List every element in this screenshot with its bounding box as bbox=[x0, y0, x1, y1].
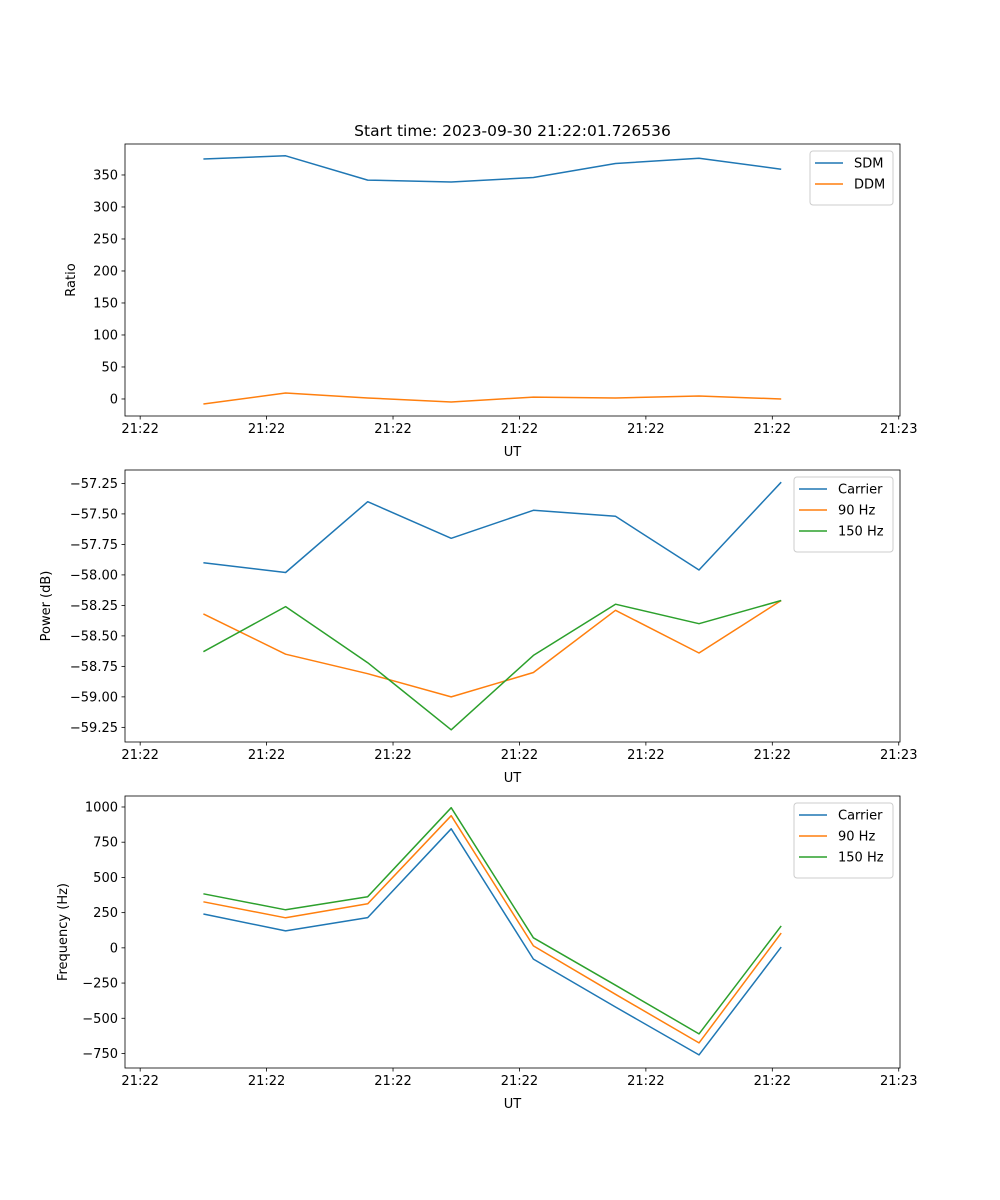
y-tick-label: 250 bbox=[93, 232, 118, 247]
y-tick-label: −750 bbox=[82, 1047, 118, 1062]
y-tick-label: 250 bbox=[93, 906, 118, 921]
x-tick-label: 21:23 bbox=[880, 1074, 917, 1089]
y-tick-label: −59.00 bbox=[70, 690, 118, 705]
series-line-ddm bbox=[203, 392, 782, 405]
x-tick-label: 21:22 bbox=[501, 1074, 538, 1089]
series-line-150-hz bbox=[203, 599, 782, 731]
x-axis-label: UT bbox=[504, 445, 522, 460]
y-tick-label: −58.25 bbox=[70, 599, 118, 614]
x-tick-label: 21:23 bbox=[880, 422, 917, 437]
legend-label: 90 Hz bbox=[838, 504, 875, 519]
x-tick-label: 21:22 bbox=[248, 748, 285, 763]
legend-box bbox=[809, 150, 894, 206]
y-tick-label: −57.75 bbox=[70, 538, 118, 553]
legend-label: 150 Hz bbox=[838, 851, 884, 866]
x-tick-label: 21:22 bbox=[754, 748, 791, 763]
y-tick-label: 500 bbox=[93, 871, 118, 886]
y-tick-label: −250 bbox=[82, 977, 118, 992]
series-line-150-hz bbox=[203, 806, 782, 1035]
y-tick-label: −59.25 bbox=[70, 721, 118, 736]
legend-label: SDM bbox=[854, 157, 883, 172]
y-axis-label: Power (dB) bbox=[39, 571, 54, 642]
subplot-2: 21:22 21:22 21:22 21:22 21:22 21:22 21:23 −59.2… bbox=[39, 469, 917, 786]
x-tick-label: 21:22 bbox=[374, 1074, 411, 1089]
y-tick-label: −58.00 bbox=[70, 568, 118, 583]
x-tick-label: 21:22 bbox=[121, 422, 158, 437]
y-tick-label: 750 bbox=[93, 836, 118, 851]
legend: Carrier 90 Hz 150 Hz bbox=[793, 802, 894, 879]
y-tick-label: 300 bbox=[93, 200, 118, 215]
x-tick-label: 21:22 bbox=[121, 748, 158, 763]
legend: SDM DDM bbox=[809, 150, 894, 206]
series-line-90-hz bbox=[203, 814, 782, 1044]
legend-label: 90 Hz bbox=[838, 830, 875, 845]
x-axis-label: UT bbox=[504, 1097, 522, 1112]
y-tick-label: −500 bbox=[82, 1012, 118, 1027]
axes-frame bbox=[124, 795, 901, 1069]
y-tick-label: 350 bbox=[93, 168, 118, 183]
x-tick-label: 21:22 bbox=[248, 1074, 285, 1089]
subplot-1: 21:22 21:22 21:22 21:22 21:22 21:22 21:23 0 50 10… bbox=[64, 122, 917, 460]
x-tick-label: 21:22 bbox=[627, 422, 664, 437]
y-tick-label: 100 bbox=[93, 328, 118, 343]
x-tick-label: 21:22 bbox=[121, 1074, 158, 1089]
legend-box bbox=[793, 802, 894, 879]
legend-label: Carrier bbox=[838, 809, 883, 824]
series-line-carrier bbox=[203, 481, 782, 574]
x-tick-label: 21:22 bbox=[374, 422, 411, 437]
y-tick-label: 1000 bbox=[85, 800, 118, 815]
x-tick-label: 21:22 bbox=[248, 422, 285, 437]
legend-box bbox=[793, 476, 894, 553]
series-line-sdm bbox=[203, 155, 782, 183]
y-tick-label: −58.75 bbox=[70, 660, 118, 675]
series-line-carrier bbox=[203, 828, 782, 1056]
y-tick-label: −57.25 bbox=[70, 477, 118, 492]
y-tick-label: 200 bbox=[93, 264, 118, 279]
y-axis-label: Ratio bbox=[64, 263, 79, 296]
y-tick-label: 0 bbox=[110, 941, 118, 956]
x-tick-label: 21:22 bbox=[627, 1074, 664, 1089]
chart-title: Start time: 2023-09-30 21:22:01.726536 bbox=[354, 122, 671, 140]
legend: Carrier 90 Hz 150 Hz bbox=[793, 476, 894, 553]
x-tick-label: 21:22 bbox=[374, 748, 411, 763]
y-tick-label: 0 bbox=[110, 392, 118, 407]
series-line-90-hz bbox=[203, 599, 782, 698]
axes-frame bbox=[124, 143, 901, 417]
x-tick-label: 21:23 bbox=[880, 748, 917, 763]
x-tick-label: 21:22 bbox=[627, 748, 664, 763]
x-tick-label: 21:22 bbox=[754, 1074, 791, 1089]
subplot-3: 21:22 21:22 21:22 21:22 21:22 21:22 21:23 −750 −… bbox=[56, 795, 917, 1112]
y-tick-label: −58.50 bbox=[70, 629, 118, 644]
y-tick-label: −57.50 bbox=[70, 507, 118, 522]
x-tick-label: 21:22 bbox=[501, 422, 538, 437]
legend-label: DDM bbox=[854, 178, 885, 193]
legend-label: Carrier bbox=[838, 483, 883, 498]
y-axis-label: Frequency (Hz) bbox=[56, 883, 71, 981]
legend-label: 150 Hz bbox=[838, 525, 884, 540]
y-tick-label: 150 bbox=[93, 296, 118, 311]
x-tick-label: 21:22 bbox=[754, 422, 791, 437]
axes-frame bbox=[124, 469, 901, 743]
x-axis-label: UT bbox=[504, 771, 522, 786]
x-tick-label: 21:22 bbox=[501, 748, 538, 763]
y-tick-label: 50 bbox=[101, 360, 118, 375]
